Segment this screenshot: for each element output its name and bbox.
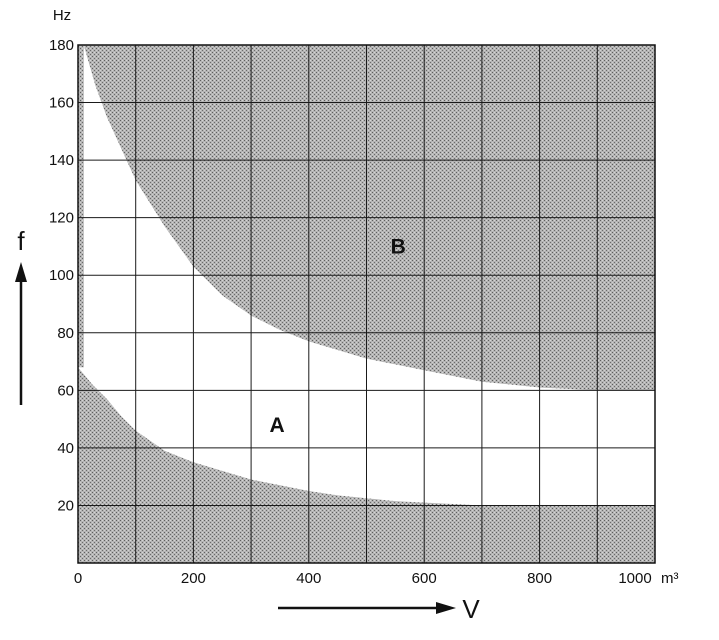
lower-shaded-region	[78, 367, 655, 563]
y-tick-label: 60	[57, 382, 74, 399]
left-edge-shading	[78, 45, 84, 368]
x-tick-label: 600	[412, 570, 437, 587]
y-axis-title: f	[17, 226, 25, 256]
x-tick-label: 400	[296, 570, 321, 587]
y-tick-label: 40	[57, 440, 74, 457]
y-tick-label: 140	[49, 152, 74, 169]
y-tick-label: 80	[57, 325, 74, 342]
y-tick-label: 100	[49, 267, 74, 284]
y-unit-label: Hz	[53, 7, 71, 24]
y-tick-label: 120	[49, 210, 74, 227]
region-label-b: B	[391, 235, 406, 258]
y-tick-label: 180	[49, 37, 74, 54]
plot-frame	[77, 44, 656, 564]
x-tick-label: 1000	[618, 570, 651, 587]
grid-layer	[77, 44, 656, 564]
x-axis-title: V	[462, 594, 480, 624]
y-tick-label: 20	[57, 497, 74, 514]
labels-layer: 20 40 60 80 100 120 140 160 180 Hz 0 200 400 600 800 10…	[15, 7, 679, 624]
y-tick-label: 160	[49, 95, 74, 112]
x-unit-label: m³	[661, 570, 679, 587]
x-tick-label: 200	[181, 570, 206, 587]
x-tick-label: 800	[527, 570, 552, 587]
region-label-a: A	[269, 414, 284, 437]
y-axis-arrowhead	[15, 262, 27, 282]
x-tick-label: 0	[74, 570, 82, 587]
x-axis-arrowhead	[436, 602, 456, 614]
